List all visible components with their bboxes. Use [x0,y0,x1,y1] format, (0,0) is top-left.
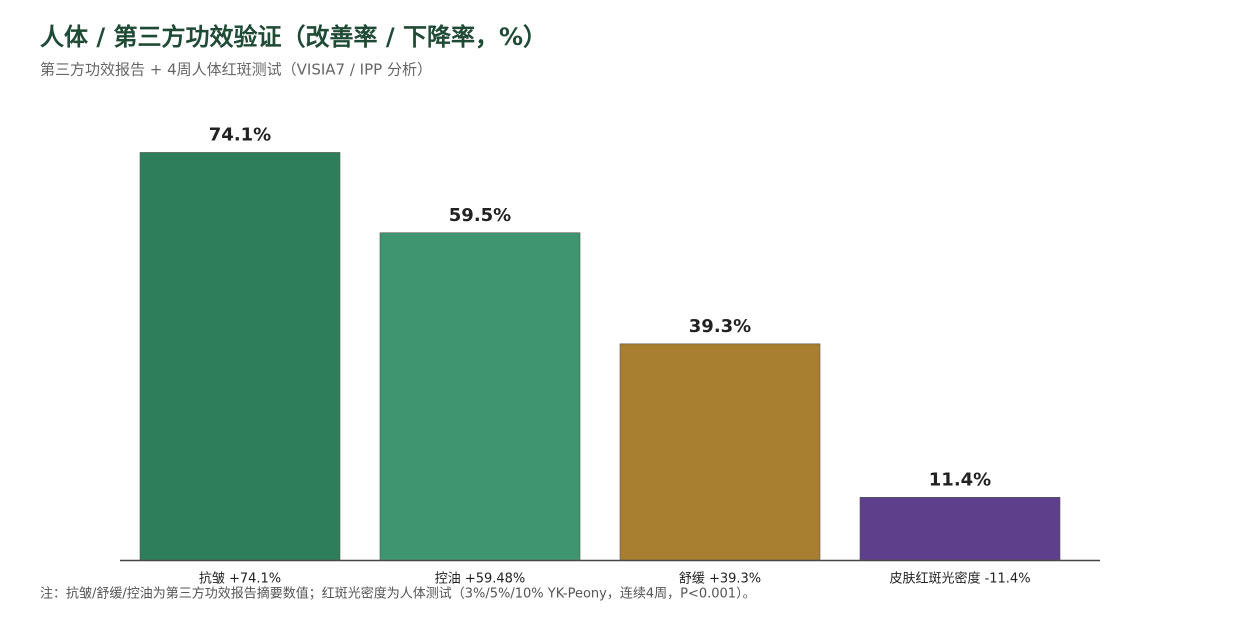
value-label: 74.1% [209,124,271,145]
x-tick-label: 控油 +59.48% [435,572,526,587]
x-tick-label: 抗皱 +74.1% [199,571,281,587]
chart-subtitle: 第三方功效报告 + 4周人体红斑测试（VISIA7 / IPP 分析） [40,61,432,79]
x-tick-label: 皮肤红斑光密度 -11.4% [889,571,1030,587]
note: 注：抗皱/舒缓/控油为第三方功效报告摘要数值；红斑光密度为人体测试（3%/5%/… [40,586,756,602]
bar [619,343,821,561]
x-tick-label: 舒缓 +39.3% [679,572,761,587]
bar [859,496,1061,561]
bar [139,152,341,561]
value-label: 11.4% [929,469,991,490]
chart-title: 人体 / 第三方功效验证（改善率 / 下降率，%） [40,23,547,51]
value-label: 59.5% [449,205,511,226]
value-label: 39.3% [689,316,751,337]
bar [379,232,581,561]
